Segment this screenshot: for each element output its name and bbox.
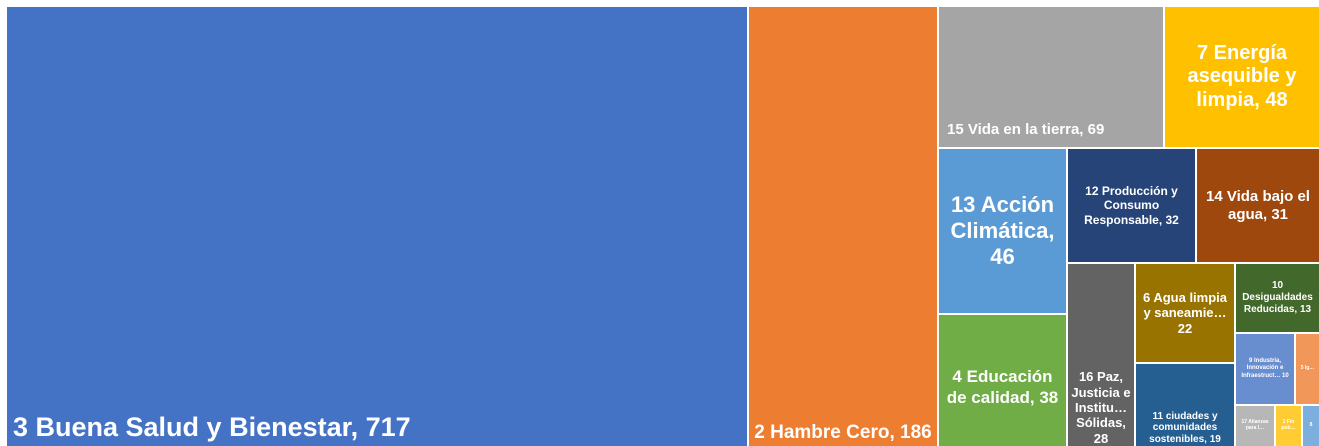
treemap-tile: 16 Paz, Justicia e Institu… Sólidas, 28	[1068, 264, 1134, 446]
tile-label: 12 Producción y Consumo Responsable, 32	[1084, 184, 1179, 227]
tile-label: 14 Vida bajo el agua, 31	[1206, 187, 1310, 223]
treemap-tile: 17 Alianzas para l…	[1236, 406, 1274, 446]
treemap-tile: 14 Vida bajo el agua, 31	[1197, 149, 1319, 262]
treemap-tile: 12 Producción y Consumo Responsable, 32	[1068, 149, 1195, 262]
treemap-tile: 4 Educación de calidad, 38	[939, 315, 1066, 446]
tile-label: 6 Agua limpia y saneamie… 22	[1142, 290, 1228, 336]
tile-label: 9 Industria, Innovación e Infraestruct… …	[1241, 358, 1289, 379]
tile-label: 4 Educación de calidad, 38	[946, 367, 1059, 407]
treemap-tile: 6 Agua limpia y saneamie… 22	[1136, 264, 1234, 362]
tile-label: 1 Fin pob…	[1281, 419, 1296, 431]
tile-label: 10 Desigualdades Reducidas, 13	[1242, 280, 1313, 315]
treemap-tile: 11 ciudades y comunidades sostenibles, 1…	[1136, 364, 1234, 446]
treemap-tile: 15 Vida en la tierra, 69	[939, 7, 1163, 147]
treemap-tile: 7 Energía asequible y limpia, 48	[1165, 7, 1319, 147]
tile-label: 8	[1309, 422, 1313, 429]
tile-label: 5 Ig…	[1300, 365, 1315, 372]
treemap-tile: 1 Fin pob…	[1276, 406, 1301, 446]
tile-label: 7 Energía asequible y limpia, 48	[1187, 41, 1297, 111]
treemap-tile: 3 Buena Salud y Bienestar, 717	[7, 7, 747, 446]
tile-label: 15 Vida en la tierra, 69	[947, 121, 1105, 139]
tile-label: 16 Paz, Justicia e Institu… Sólidas, 28	[1071, 369, 1131, 446]
treemap-tile: 13 Acción Climática, 46	[939, 149, 1066, 313]
treemap-tile: 10 Desigualdades Reducidas, 13	[1236, 264, 1319, 332]
treemap-tile: 5 Ig…	[1296, 334, 1319, 404]
tile-label: 3 Buena Salud y Bienestar, 717	[13, 412, 411, 443]
treemap-tile: 9 Industria, Innovación e Infraestruct… …	[1236, 334, 1294, 404]
treemap-tile: 8	[1303, 406, 1319, 446]
tile-label: 2 Hambre Cero, 186	[754, 421, 932, 443]
tile-label: 11 ciudades y comunidades sostenibles, 1…	[1149, 410, 1221, 446]
tile-label: 13 Acción Climática, 46	[950, 192, 1055, 269]
tile-label: 17 Alianzas para l…	[1241, 419, 1269, 431]
treemap-tile: 2 Hambre Cero, 186	[749, 7, 937, 446]
